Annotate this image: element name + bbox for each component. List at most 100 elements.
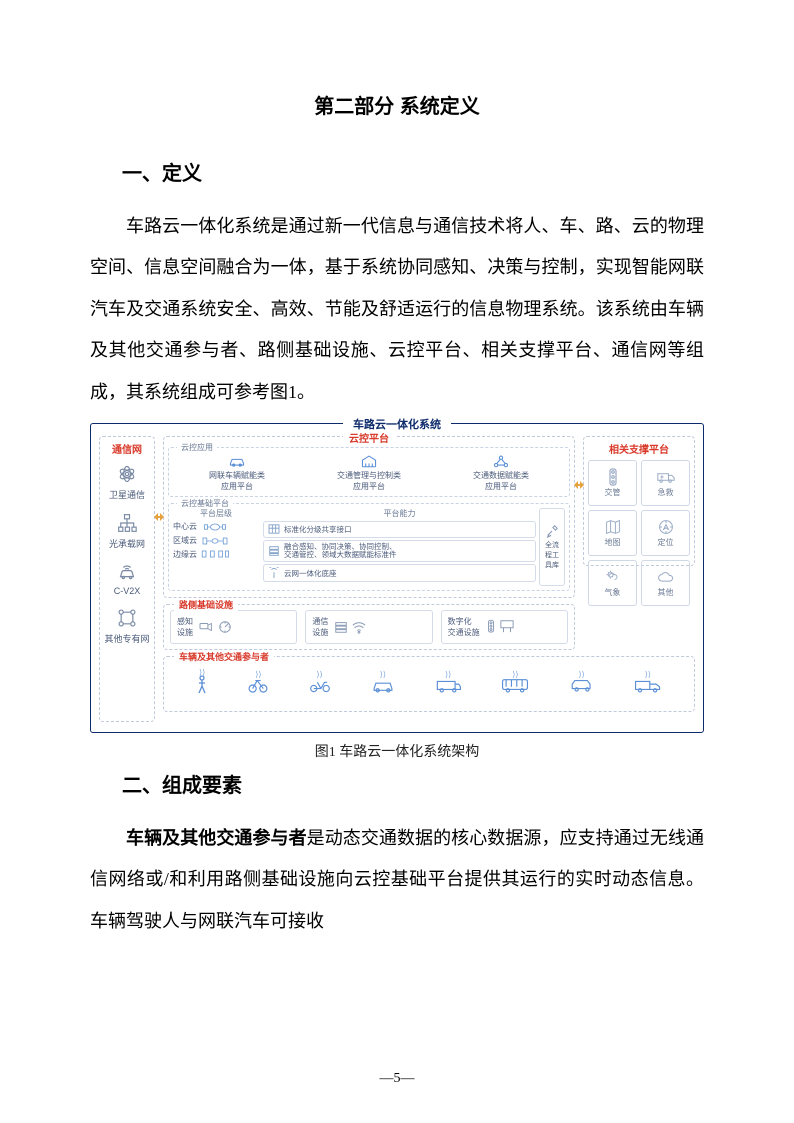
- positioning: 定位: [641, 510, 690, 556]
- base-label: 云控基础平台: [177, 498, 233, 509]
- cloud-title: 云控平台: [343, 430, 395, 445]
- section-definition-title: 一、定义: [122, 157, 704, 186]
- label: C-V2X: [102, 586, 152, 596]
- data-app: 交通数据赋能类 应用平台: [437, 452, 565, 492]
- label: 融合感知、协同决策、协同控制、 交通管控、领域大数据赋能标准件: [284, 543, 397, 560]
- suv-icon: ⟩⟩: [569, 677, 595, 695]
- sharing-icon: [437, 452, 565, 470]
- cloud-base-platform: 云控基础平台 平台层级 中心云 区域云 边缘云 平台能力 标准化分级共享接口 融…: [168, 503, 570, 591]
- traffic-mgmt: 交管: [588, 460, 637, 506]
- car-icon: ⟩⟩: [370, 677, 396, 695]
- label: 急救: [658, 487, 674, 498]
- cloud-platform: 云控平台 云控应用 网联车辆赋能类 应用平台 交通管理与控制类 应用平台 交通数…: [163, 436, 575, 598]
- capability-label: 平台能力: [263, 508, 536, 519]
- emergency: 急救: [641, 460, 690, 506]
- center-panel: 云控平台 云控应用 网联车辆赋能类 应用平台 交通管理与控制类 应用平台 交通数…: [163, 436, 575, 722]
- van-icon: ⟩⟩: [434, 677, 462, 695]
- cloud-apps: 云控应用 网联车辆赋能类 应用平台 交通管理与控制类 应用平台 交通数据赋能类 …: [168, 447, 570, 497]
- compass-icon: [658, 517, 674, 537]
- platform-levels: 平台层级 中心云 区域云 边缘云: [173, 508, 259, 586]
- server-wifi-icon: [334, 620, 367, 634]
- traffic-light-icon: [606, 467, 620, 487]
- roadside-panel: 路侧基础设施 感知 设施 通信 设施 数字化 交通设施: [163, 604, 575, 650]
- antenna-icon: [268, 567, 280, 579]
- cap-interface: 标准化分级共享接口: [263, 521, 536, 538]
- label: 云网一体化底座: [284, 568, 337, 579]
- building-icon: [305, 452, 433, 470]
- region-cloud: 区域云: [173, 535, 259, 547]
- label: 气象: [605, 587, 621, 598]
- satellite-comm: 卫星通信: [102, 462, 152, 501]
- label: 网联车辆赋能类 应用平台: [209, 471, 265, 491]
- page-number: —5—: [0, 1071, 794, 1087]
- cap-base: 云网一体化底座: [263, 564, 536, 582]
- arrow-center-right: [575, 484, 583, 486]
- label: 中心云: [173, 521, 197, 532]
- section-components-title: 二、组成要素: [122, 769, 704, 798]
- label: 区域云: [173, 535, 197, 546]
- figure-caption: 图1 车路云一体化系统架构: [90, 741, 704, 761]
- network-icon: [115, 511, 139, 535]
- atom-icon: [115, 462, 139, 486]
- label: 其他专有网: [102, 632, 152, 645]
- components-paragraph: 车辆及其他交通参与者是动态交通数据的核心数据源，应支持通过无线通信网络或/和利用…: [90, 818, 704, 942]
- bus-icon: ⟩⟩: [500, 677, 530, 695]
- arrow-left-center: [155, 516, 163, 518]
- comm-device: 通信 设施: [305, 610, 432, 644]
- vehicles-title: 车辆及其他交通参与者: [174, 650, 274, 663]
- label: 其他: [658, 587, 674, 598]
- road: ⟩⟩ ⟩⟩ ⟩⟩ ⟩⟩ ⟩⟩ ⟩⟩ ⟩⟩ ⟩⟩: [170, 667, 688, 705]
- other-network: 其他专有网: [102, 606, 152, 645]
- label: 全流程工具库: [542, 540, 562, 570]
- comm-network-panel: 通信网 卫星通信 光承载网 C-V2X 其他专有网: [99, 436, 155, 722]
- figure-1: 车路云一体化系统 通信网 卫星通信 光承载网 C-V2X 其他专有网 相关: [90, 423, 704, 761]
- roadside-title: 路侧基础设施: [174, 598, 238, 611]
- tools-icon: [545, 524, 559, 540]
- levels-label: 平台层级: [173, 508, 259, 519]
- car-icon: [173, 452, 301, 470]
- cloud-cluster-icon: [200, 521, 230, 533]
- map: 地图: [588, 510, 637, 556]
- platform-capability: 平台能力 标准化分级共享接口 融合感知、协同决策、协同控制、 交通管控、领域大数…: [263, 508, 565, 586]
- para2-bold: 车辆及其他交通参与者: [126, 828, 307, 848]
- label: 光承载网: [102, 537, 152, 550]
- map-icon: [605, 517, 621, 537]
- label: 地图: [605, 537, 621, 548]
- label: 数字化 交通设施: [448, 616, 480, 638]
- label: 定位: [658, 537, 674, 548]
- car-signal-icon: [115, 560, 139, 584]
- weather-icon: [605, 567, 621, 587]
- label: 通信 设施: [312, 616, 328, 638]
- camera-radar-icon: [199, 620, 232, 634]
- label: 标准化分级共享接口: [284, 524, 352, 535]
- part-title: 第二部分 系统定义: [90, 90, 704, 119]
- ambulance-icon: [657, 467, 675, 487]
- label: 交通数据赋能类 应用平台: [473, 471, 529, 491]
- center-cloud: 中心云: [173, 521, 259, 533]
- system-architecture-diagram: 车路云一体化系统 通信网 卫星通信 光承载网 C-V2X 其他专有网 相关: [90, 423, 704, 733]
- nodes-icon: [115, 606, 139, 630]
- label: 边缘云: [173, 549, 197, 560]
- traffic-app: 交通管理与控制类 应用平台: [305, 452, 433, 492]
- support-title: 相关支撑平台: [588, 441, 690, 456]
- grid-icon: [268, 524, 280, 534]
- other-support: 其他: [641, 560, 690, 606]
- optical-network: 光承载网: [102, 511, 152, 550]
- bicycle-icon: ⟩⟩: [247, 677, 269, 695]
- label: 交通管理与控制类 应用平台: [337, 471, 401, 491]
- sensing: 感知 设施: [170, 610, 297, 644]
- motorcycle-icon: ⟩⟩: [308, 677, 332, 695]
- truck-icon: ⟩⟩: [633, 677, 663, 695]
- vehicle-app: 网联车辆赋能类 应用平台: [173, 452, 301, 492]
- comm-network-title: 通信网: [102, 441, 152, 456]
- server-link-icon: [200, 535, 230, 547]
- digital-traffic: 数字化 交通设施: [441, 610, 568, 644]
- edge-icon: [200, 549, 230, 559]
- cv2x: C-V2X: [102, 560, 152, 596]
- vehicles-panel: 车辆及其他交通参与者 ⟩⟩ ⟩⟩ ⟩⟩ ⟩⟩ ⟩⟩ ⟩⟩ ⟩⟩ ⟩⟩: [163, 656, 695, 712]
- sign-light-icon: [486, 619, 515, 635]
- stack-icon: [268, 545, 280, 557]
- toolkit: 全流程工具库: [539, 508, 565, 586]
- definition-paragraph: 车路云一体化系统是通过新一代信息与通信技术将人、车、路、云的物理空间、信息空间融…: [90, 206, 704, 413]
- apps-label: 云控应用: [177, 442, 217, 453]
